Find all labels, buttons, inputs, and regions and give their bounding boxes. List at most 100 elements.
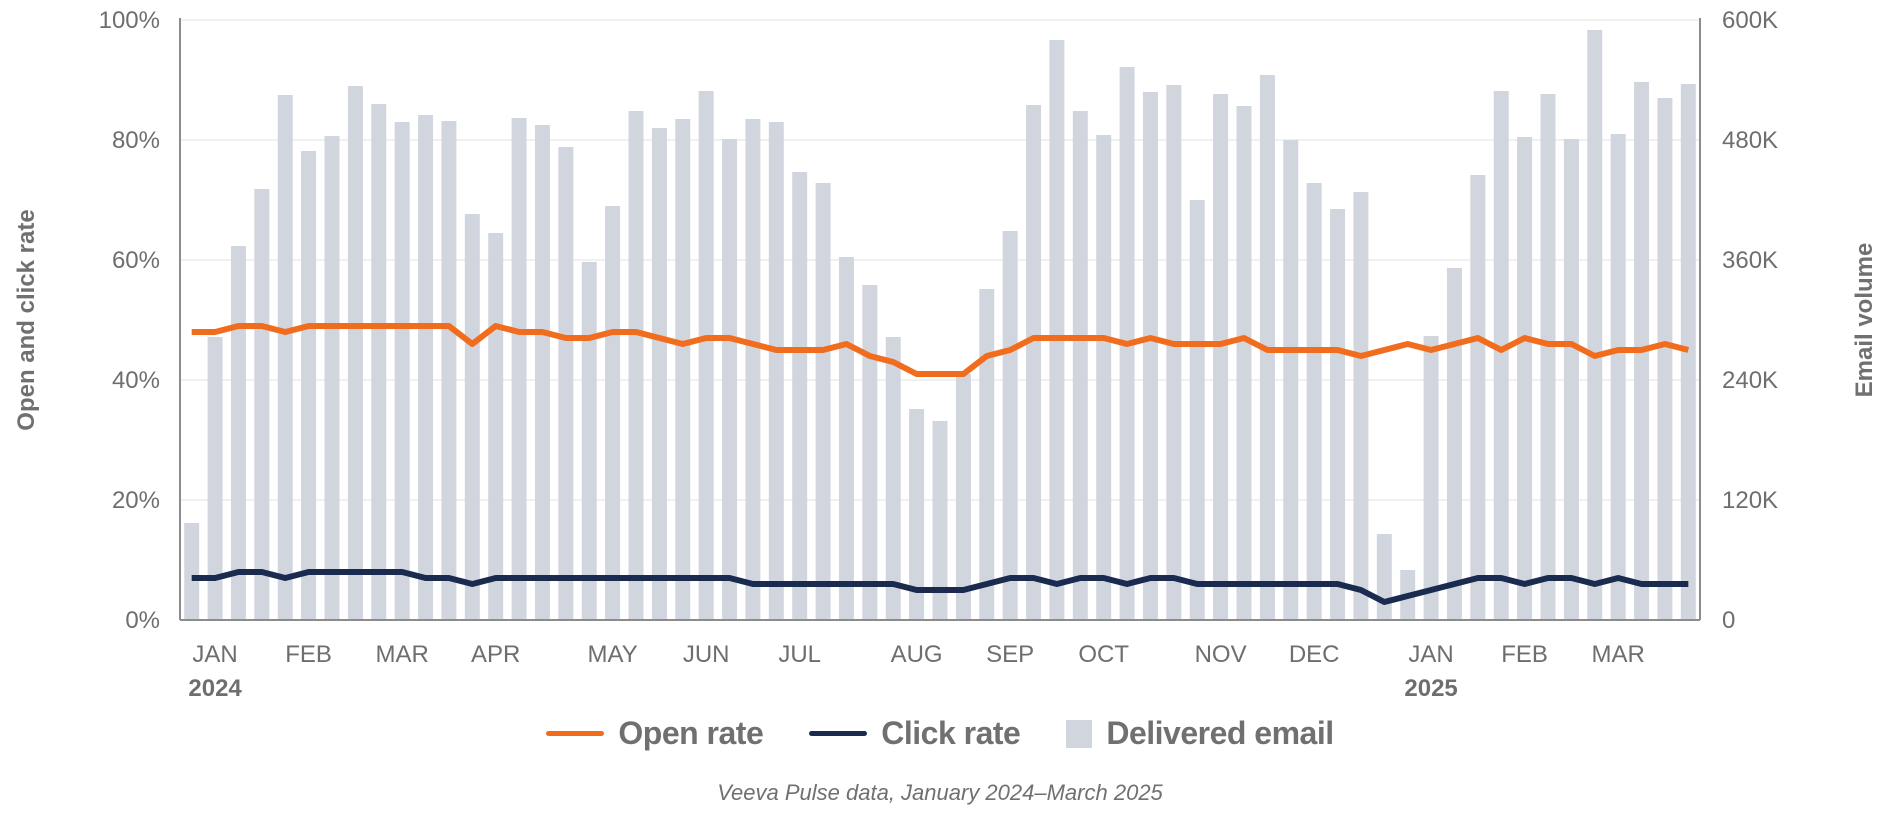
delivered-email-bar[interactable] [1096,135,1112,620]
delivered-email-bar[interactable] [1540,94,1556,620]
delivered-email-bar[interactable] [792,172,808,620]
right-tick-label: 120K [1722,487,1778,514]
delivered-email-bar[interactable] [722,139,738,620]
delivered-email-bar[interactable] [324,136,340,620]
right-tick-label: 480K [1722,127,1778,154]
delivered-email-bar[interactable] [1423,336,1439,620]
click-rate-swatch-icon [809,731,868,736]
right-tick-label: 360K [1722,247,1778,274]
delivered-email-bar[interactable] [184,523,200,620]
delivered-email-bar[interactable] [885,337,901,620]
delivered-email-bar[interactable] [862,285,878,620]
left-tick-label: 60% [112,247,160,274]
year-label: 2025 [1404,675,1457,702]
delivered-email-bar[interactable] [979,289,995,620]
delivered-email-bar[interactable] [1517,137,1533,620]
delivered-email-bar[interactable] [207,337,223,620]
right-tick-label: 0 [1722,607,1735,634]
delivered-email-bar[interactable] [1493,91,1509,620]
left-tick-label: 80% [112,127,160,154]
delivered-email-bar[interactable] [441,121,457,620]
delivered-email-bar[interactable] [511,118,527,620]
open-rate-line[interactable] [191,323,1690,377]
delivered-email-bar[interactable] [628,111,644,620]
delivered-email-bar[interactable] [254,189,270,620]
left-tick-label: 0% [125,607,160,634]
delivered-email-bar[interactable] [768,122,784,620]
delivered-email-bar[interactable] [815,183,831,620]
year-label: 2024 [188,675,242,702]
delivered-email-bar[interactable] [698,91,714,620]
right-axis-title: Email volume [1851,243,1878,398]
delivered-email-bar[interactable] [909,409,925,620]
month-label: OCT [1078,641,1129,668]
delivered-email-bar[interactable] [581,262,597,620]
delivered-email-bar[interactable] [1376,534,1392,620]
click-rate-line[interactable] [191,569,1689,605]
delivered-email-bar[interactable] [1587,30,1603,620]
delivered-email-bar[interactable] [651,128,667,620]
delivered-email-bar[interactable] [418,115,434,620]
delivered-email-bar[interactable] [1213,94,1229,620]
delivered-email-bar[interactable] [1330,209,1346,620]
month-label: JUL [778,641,821,668]
left-tick-label: 20% [112,487,160,514]
delivered-email-bar[interactable] [1142,92,1158,620]
legend-item-click-rate[interactable]: Click rate [809,715,1021,752]
delivered-email-bar[interactable] [932,421,948,620]
delivered-email-bar[interactable] [277,95,293,620]
delivered-email-bar[interactable] [558,147,574,620]
rate-lines [191,323,1690,605]
month-label: FEB [1501,641,1548,668]
delivered-email-bar[interactable] [1610,134,1626,620]
delivered-email-bar[interactable] [1657,98,1673,620]
delivered-email-swatch-icon [1066,719,1093,748]
delivered-email-bar[interactable] [230,246,246,620]
delivered-email-bar[interactable] [838,257,854,620]
delivered-email-bar[interactable] [1563,139,1579,620]
delivered-email-bar[interactable] [347,86,363,620]
legend-item-delivered-email[interactable]: Delivered email [1066,715,1334,752]
delivered-email-bar[interactable] [1446,268,1462,620]
legend-item-open-rate[interactable]: Open rate [546,715,764,752]
delivered-email-bar[interactable] [1049,40,1065,620]
delivered-email-bar[interactable] [1236,106,1252,620]
axes [179,18,1701,621]
delivered-email-bar[interactable] [1306,183,1322,620]
left-axis-ticks: 0% 20% 40% 60% 80% 100% [99,7,160,634]
legend-label: Open rate [618,715,764,751]
delivered-email-bar[interactable] [1026,105,1042,620]
delivered-email-bar[interactable] [371,104,387,620]
left-tick-label: 100% [99,7,160,34]
delivered-email-bar[interactable] [1189,200,1205,620]
delivered-email-bar[interactable] [1680,84,1696,620]
delivered-email-bar[interactable] [488,233,504,620]
left-axis-title: Open and click rate [13,209,40,430]
delivered-email-bar[interactable] [1002,231,1018,620]
delivered-email-bar[interactable] [1283,140,1299,620]
month-label: SEP [986,641,1034,668]
delivered-email-bar[interactable] [605,206,621,620]
right-axis-ticks: 0 120K 240K 360K 480K 600K [1722,7,1778,634]
delivered-email-bar[interactable] [675,119,691,620]
month-label: APR [471,641,520,668]
delivered-email-bar[interactable] [1353,192,1369,620]
delivered-email-bar[interactable] [1166,85,1182,620]
delivered-email-bar[interactable] [464,214,480,620]
delivered-email-bar[interactable] [1072,111,1088,620]
delivered-email-bar[interactable] [534,125,550,620]
delivered-email-bar[interactable] [1470,175,1486,620]
month-label: NOV [1195,641,1247,668]
delivered-email-bar[interactable] [745,119,761,620]
delivered-email-bar[interactable] [955,374,971,620]
delivered-email-bar[interactable] [301,151,317,620]
month-label: FEB [285,641,332,668]
open-rate-swatch-icon [546,731,605,736]
month-label: JAN [192,641,237,668]
delivered-email-bar[interactable] [394,122,410,620]
month-label: MAR [1591,641,1644,668]
right-tick-label: 240K [1722,367,1778,394]
month-label: JAN [1408,641,1453,668]
source-note: Veeva Pulse data, January 2024–March 202… [717,780,1163,805]
